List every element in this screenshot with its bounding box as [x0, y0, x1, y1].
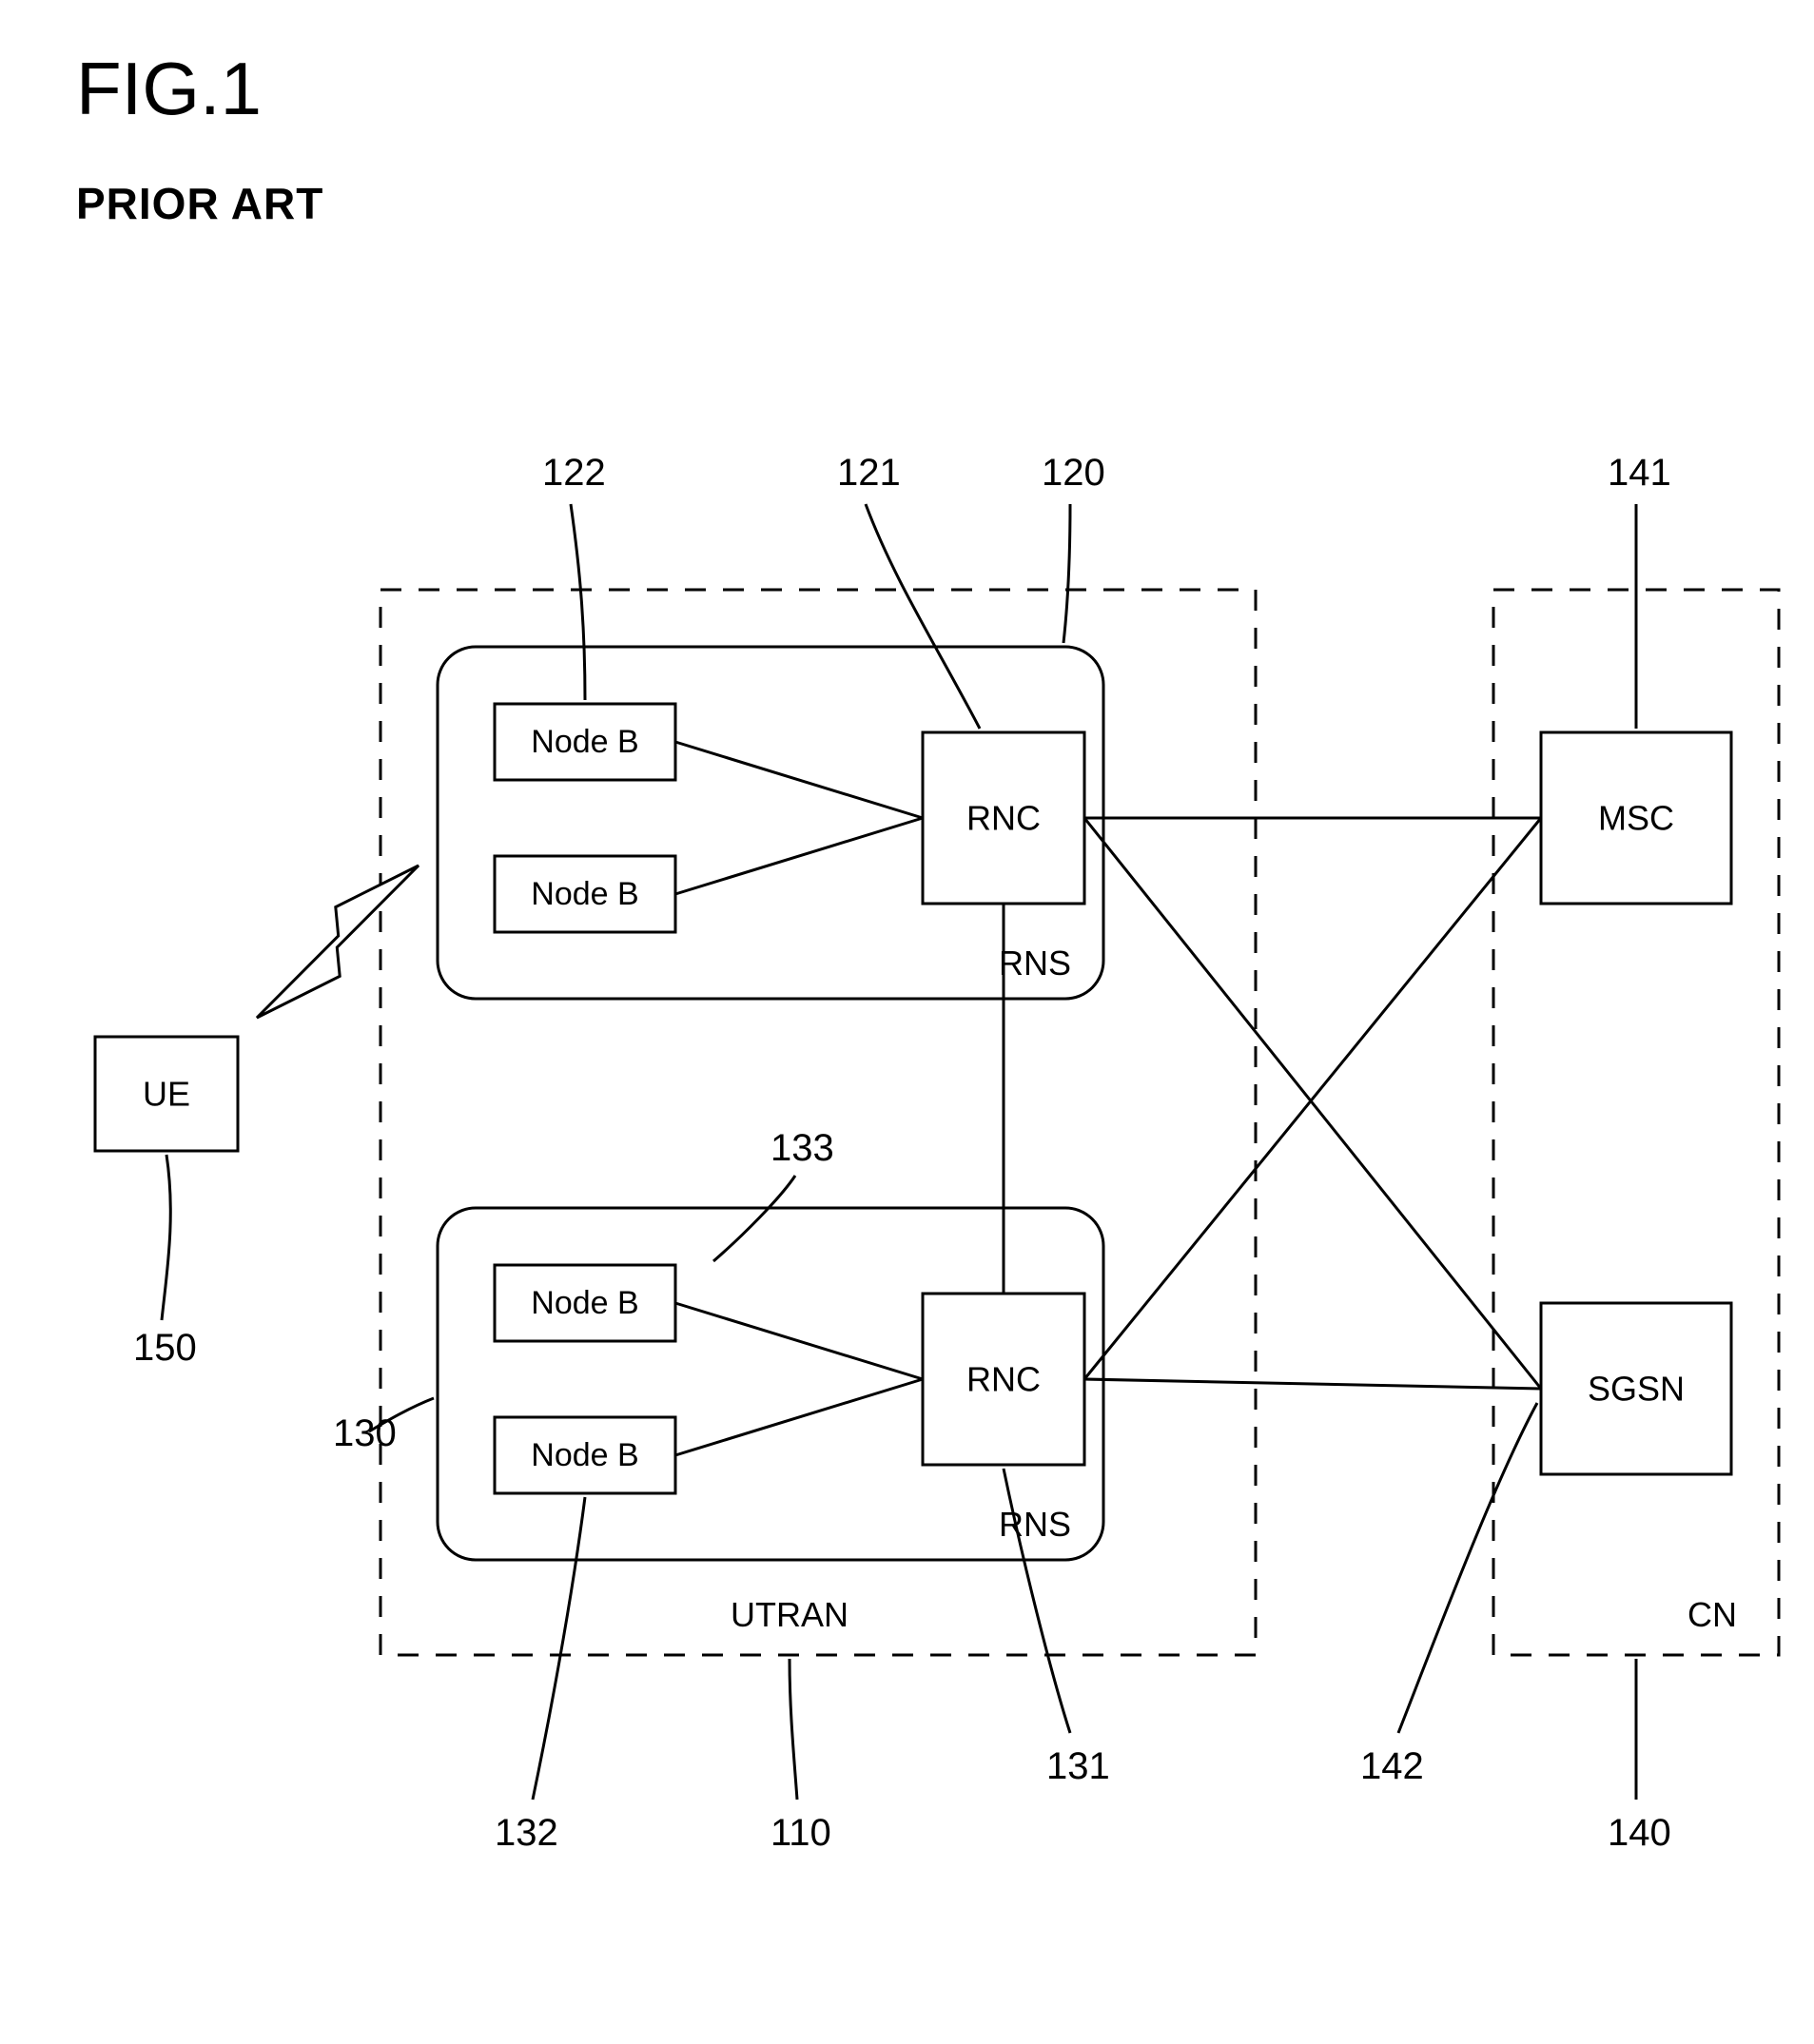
leader-110 [790, 1659, 797, 1800]
edge-nb4-rnc2 [675, 1379, 923, 1455]
nb4-label: Node B [531, 1437, 638, 1473]
leader-132 [533, 1497, 585, 1800]
ref-120: 120 [1042, 452, 1105, 494]
leader-133 [713, 1176, 795, 1261]
leader-120 [1063, 504, 1070, 643]
edge-nb1-rnc1 [675, 742, 923, 818]
nb2-label: Node B [531, 876, 638, 912]
msc-label: MSC [1598, 799, 1674, 838]
ref-130: 130 [333, 1412, 397, 1454]
utran-label: UTRAN [731, 1595, 848, 1634]
ref-132: 132 [495, 1812, 558, 1854]
cn-label: CN [1687, 1595, 1737, 1634]
rnc2-label: RNC [966, 1360, 1041, 1399]
leader-142 [1398, 1403, 1537, 1733]
ref-110: 110 [770, 1812, 831, 1854]
ref-121: 121 [837, 452, 901, 494]
rns1-label: RNS [999, 944, 1071, 983]
edge-rnc2-sgsn [1084, 1379, 1541, 1389]
figure-label: FIG.1 [76, 47, 262, 130]
rns2-label: RNS [999, 1505, 1071, 1544]
ref-142: 142 [1360, 1745, 1424, 1787]
ref-122: 122 [542, 452, 606, 494]
figure-subtitle: PRIOR ART [76, 179, 323, 228]
ref-150: 150 [133, 1327, 197, 1369]
leader-122 [571, 504, 585, 700]
ref-131: 131 [1046, 1745, 1110, 1787]
sgsn-label: SGSN [1588, 1370, 1685, 1409]
leader-121 [866, 504, 980, 729]
ue-label: UE [143, 1075, 190, 1114]
ref-133: 133 [770, 1127, 834, 1169]
edge-nb3-rnc2 [675, 1303, 923, 1379]
nb1-label: Node B [531, 724, 638, 760]
nb3-label: Node B [531, 1285, 638, 1321]
wireless-bolt-icon [257, 866, 419, 1018]
leader-150 [162, 1155, 170, 1320]
rnc1-label: RNC [966, 799, 1041, 838]
edge-nb2-rnc1 [675, 818, 923, 894]
ref-141: 141 [1608, 452, 1671, 494]
ref-140: 140 [1608, 1812, 1671, 1854]
